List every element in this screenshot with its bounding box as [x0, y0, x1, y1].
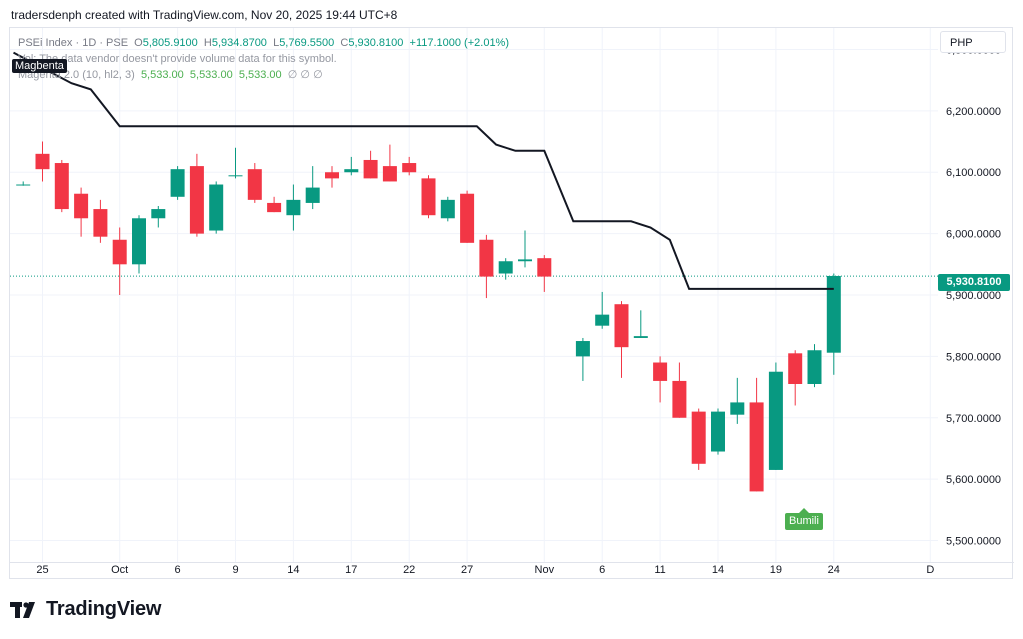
candle-body[interactable]: [518, 259, 532, 262]
candle-body[interactable]: [440, 199, 455, 219]
candle-body[interactable]: [498, 261, 513, 274]
legend-open-label: O: [134, 37, 143, 49]
chart-area[interactable]: 6,300.00006,200.00006,100.00006,000.0000…: [9, 27, 1014, 580]
candle-body[interactable]: [112, 239, 127, 265]
x-tick-label: 9: [232, 564, 238, 576]
y-tick-label: 5,900.0000: [946, 290, 1001, 302]
candle-body[interactable]: [460, 193, 475, 243]
candle-body[interactable]: [402, 163, 417, 173]
legend-volume-note: Vol: The data vendor doesn't provide vol…: [18, 53, 337, 65]
x-tick-label: 14: [712, 564, 724, 576]
legend-high-label: H: [203, 37, 212, 49]
candle-body[interactable]: [74, 193, 89, 219]
legend-low-value: 5,769.5500: [279, 37, 335, 49]
candle-body[interactable]: [730, 402, 745, 415]
y-tick-label: 5,800.0000: [946, 351, 1001, 363]
candle-body[interactable]: [633, 336, 648, 338]
legend-indicator-row[interactable]: Magenta 2.0 (10, hl2, 3) 5,533.00 5,533.…: [18, 67, 509, 83]
candle-body[interactable]: [209, 184, 224, 231]
y-tick-label: 5,500.0000: [946, 536, 1001, 548]
y-tick-label: 5,600.0000: [946, 474, 1001, 486]
x-tick-label: D: [926, 564, 934, 576]
x-tick-label: Oct: [111, 564, 128, 576]
candle-body[interactable]: [711, 411, 725, 452]
legend-change: +117.1000 (+2.01%): [409, 37, 509, 49]
indicator-value-2: 5,533.00: [189, 69, 233, 81]
candle-body[interactable]: [54, 163, 69, 210]
candle-body[interactable]: [595, 314, 610, 326]
candle-body[interactable]: [189, 166, 204, 234]
tradingview-logo-icon: [10, 601, 35, 618]
legend-close-value: 5,930.8100: [348, 37, 404, 49]
magenta-line-tag: Magbenta: [12, 59, 67, 73]
last-price-tag: 5,930.8100: [938, 274, 1010, 291]
legend-ohlc-row: PSEi Index · 1D · PSE O5,805.9100 H5,934…: [18, 35, 509, 51]
magenta-indicator-line[interactable]: [13, 51, 834, 290]
x-tick-label: 17: [345, 564, 357, 576]
legend-open-value: 5,805.9100: [142, 37, 198, 49]
buy-signal-label: Bumili: [785, 508, 823, 530]
candle-body[interactable]: [653, 362, 668, 381]
x-tick-label: Nov: [535, 564, 555, 576]
currency-button[interactable]: PHP: [940, 31, 1006, 53]
candle-body[interactable]: [672, 380, 687, 418]
candle-body[interactable]: [325, 172, 339, 179]
x-tick-label: 19: [770, 564, 782, 576]
candle-body[interactable]: [267, 202, 282, 213]
candle-body[interactable]: [691, 411, 706, 464]
candle-body[interactable]: [807, 350, 822, 384]
candle-body[interactable]: [768, 371, 783, 470]
x-tick-label: 11: [654, 564, 665, 576]
candle-body[interactable]: [363, 159, 378, 179]
legend-close-label: C: [340, 37, 349, 49]
candle-body[interactable]: [170, 169, 185, 197]
candle-body[interactable]: [749, 402, 764, 492]
candle-body[interactable]: [575, 341, 590, 357]
y-tick-label: 6,000.0000: [946, 229, 1001, 241]
candle-body[interactable]: [35, 153, 50, 170]
candle-body[interactable]: [479, 239, 494, 277]
candle-body[interactable]: [382, 166, 397, 182]
x-tick-label: 22: [403, 564, 415, 576]
candle-body[interactable]: [286, 199, 301, 216]
x-tick-label: 6: [175, 564, 181, 576]
legend-symbol[interactable]: PSEi Index · 1D · PSE: [18, 37, 129, 49]
x-tick-label: 14: [287, 564, 299, 576]
indicator-params: (10, hl2, 3): [82, 69, 135, 81]
candle-body[interactable]: [614, 304, 629, 348]
candle-body[interactable]: [93, 209, 108, 237]
x-tick-label: 27: [461, 564, 473, 576]
y-tick-label: 6,100.0000: [946, 167, 1001, 179]
candle-body[interactable]: [247, 169, 262, 200]
x-tick-label: 24: [828, 564, 840, 576]
legend-high-value: 5,934.8700: [211, 37, 267, 49]
indicator-empty-values: ∅ ∅ ∅: [287, 69, 323, 81]
x-tick-label: 25: [36, 564, 48, 576]
chart-header: tradersdenph created with TradingView.co…: [11, 8, 398, 22]
candle-body[interactable]: [305, 187, 320, 203]
y-tick-label: 5,700.0000: [946, 413, 1001, 425]
y-tick-label: 6,200.0000: [946, 106, 1001, 118]
candle-body[interactable]: [151, 209, 166, 219]
candle-body[interactable]: [132, 218, 146, 265]
indicator-value-3: 5,533.00: [238, 69, 282, 81]
x-tick-label: 6: [599, 564, 605, 576]
tradingview-wordmark: TradingView: [46, 598, 162, 620]
indicator-value-1: 5,533.00: [140, 69, 184, 81]
candle-body[interactable]: [537, 258, 552, 277]
legend-low-label: L: [273, 37, 280, 49]
tradingview-logo[interactable]: TradingView: [10, 598, 161, 621]
candlestick-chart[interactable]: 6,300.00006,200.00006,100.00006,000.0000…: [10, 28, 1014, 580]
candle-body[interactable]: [421, 178, 436, 216]
candle-body[interactable]: [228, 175, 243, 177]
chart-legend: PSEi Index · 1D · PSE O5,805.9100 H5,934…: [18, 35, 509, 83]
candle-body[interactable]: [16, 184, 31, 186]
candle-body[interactable]: [344, 169, 359, 173]
candle-body[interactable]: [788, 353, 803, 384]
candle-body[interactable]: [826, 275, 841, 353]
